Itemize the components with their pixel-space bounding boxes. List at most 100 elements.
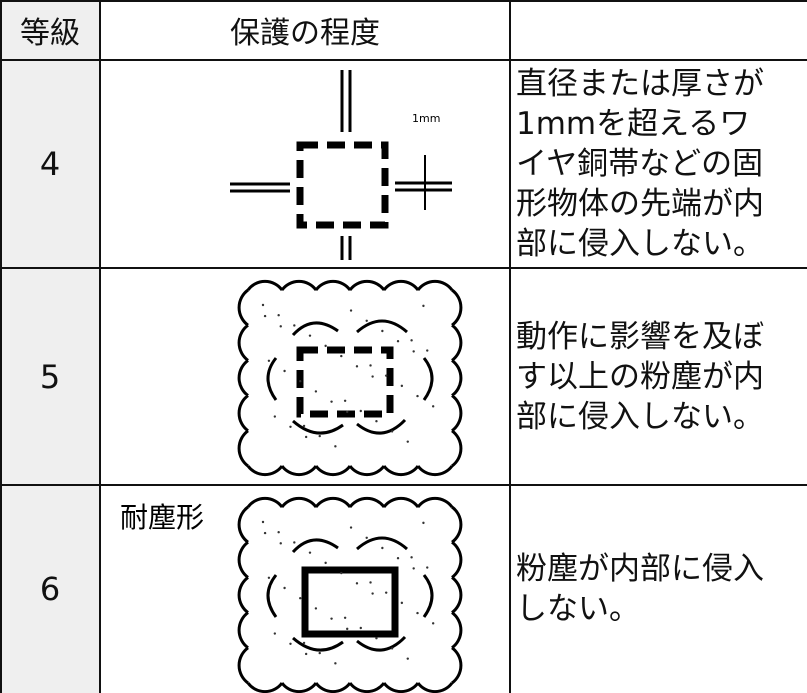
dust-dot — [340, 354, 343, 358]
dust-dot — [396, 557, 400, 560]
dust-dot — [371, 592, 374, 595]
icon-dust — [237, 279, 463, 477]
description-line: イヤ銅帯などの固 — [516, 146, 764, 182]
description-line: しない。 — [516, 591, 640, 627]
dust-swirl — [266, 574, 278, 618]
dust-dot — [359, 409, 362, 413]
dust-cloud — [237, 496, 463, 693]
dust-dot — [426, 566, 429, 569]
dust-swirl — [356, 319, 408, 334]
dust-dot — [406, 440, 409, 443]
dust-dot — [400, 384, 404, 388]
dust-dot — [261, 520, 265, 524]
dashed-box — [296, 141, 389, 229]
dust-dot — [346, 410, 349, 414]
dust-cloud — [237, 279, 463, 477]
dust-dot — [396, 340, 400, 343]
dust-dot — [416, 611, 419, 615]
description-line: 部に侵入しない。 — [516, 226, 764, 262]
dust-dot — [261, 303, 265, 307]
rule — [0, 484, 807, 486]
dust-dot — [330, 400, 333, 403]
dust-dot — [369, 581, 372, 584]
dust-swirl — [422, 357, 434, 401]
dust-dot — [343, 399, 347, 402]
description-line: 部に侵入しない。 — [516, 398, 764, 435]
dust-dot — [412, 350, 415, 353]
dust-dot — [293, 324, 296, 327]
dust-dot — [426, 349, 429, 352]
dust-dot — [318, 434, 321, 438]
icon-solid-object: 1mm — [230, 70, 452, 260]
dust-swirl — [292, 419, 344, 435]
dust-dot — [293, 541, 296, 544]
dust-dot — [273, 632, 277, 635]
dust-dot — [299, 380, 302, 383]
dust-dot — [384, 591, 388, 594]
dust-swirl — [356, 536, 408, 551]
dust-dot — [273, 415, 277, 418]
dust-dot — [263, 314, 267, 318]
grade: 6 — [0, 485, 100, 693]
dust-dot — [340, 571, 343, 575]
dust-dot — [299, 597, 302, 600]
dust-dot — [412, 567, 415, 570]
dust-dot — [410, 339, 413, 342]
dust-dot — [431, 405, 435, 408]
dust-dot — [390, 430, 394, 433]
icon-dust-tight: 耐塵形 — [120, 496, 463, 693]
description-line: 粉塵が内部に侵入 — [516, 551, 764, 587]
dust-dot — [302, 641, 306, 645]
rule — [0, 0, 2, 693]
dust-dot — [314, 390, 318, 393]
dust-dot — [289, 425, 292, 428]
dust-dot — [375, 637, 378, 640]
dust-dot — [277, 531, 280, 534]
icon-label: 耐塵形 — [120, 501, 204, 534]
description: 動作に影響を及ぼ す以上の粉塵が内 部に侵入しない。 — [510, 268, 807, 485]
dust-dot — [355, 365, 359, 368]
dust-dot — [365, 319, 368, 322]
probe-bars — [230, 70, 452, 260]
dashed-box — [296, 346, 394, 418]
dust-swirl — [266, 357, 278, 401]
dust-dot — [308, 334, 312, 337]
dust-dot — [371, 375, 374, 378]
dust-dot — [346, 627, 349, 631]
dust-swirl — [291, 538, 339, 554]
dust-dot — [283, 586, 286, 590]
rule — [0, 267, 807, 269]
dust-dot — [400, 601, 404, 605]
dust-dot — [267, 576, 271, 579]
dust-dot — [349, 309, 353, 312]
dust-dot — [375, 420, 378, 423]
header-filler — [510, 0, 807, 60]
dust-dot — [267, 359, 271, 362]
rule — [509, 0, 511, 693]
dust-dot — [308, 551, 312, 554]
dust-dot — [334, 662, 337, 665]
description: 直径または厚さが 1mmを超えるワ イヤ銅帯などの固 形物体の先端が内 部に侵入しない。 — [510, 60, 807, 268]
dust-swirl — [292, 636, 344, 652]
description-line: 1mmを超えるワ — [516, 106, 751, 142]
dust-dot — [381, 329, 384, 333]
dust-dot — [422, 521, 425, 525]
dust-dot — [422, 304, 425, 308]
dust-dot — [324, 561, 327, 565]
dust-dot — [304, 652, 308, 656]
dust-dot — [406, 657, 409, 660]
description-line: す以上の粉塵が内 — [516, 358, 764, 395]
description: 粉塵が内部に侵入 しない。 — [510, 485, 807, 693]
rule — [0, 59, 807, 61]
dust-swirl — [356, 418, 407, 435]
description-line: 形物体の先端が内 — [516, 186, 764, 222]
description-line: 直径または厚さが — [516, 66, 764, 102]
dust-dot — [263, 531, 267, 535]
dust-swirl — [422, 574, 434, 618]
dust-dot — [283, 369, 286, 373]
dust-dot — [279, 542, 282, 545]
dust-dot — [343, 616, 347, 619]
dust-dot — [289, 642, 292, 645]
dust-dot — [369, 364, 372, 367]
